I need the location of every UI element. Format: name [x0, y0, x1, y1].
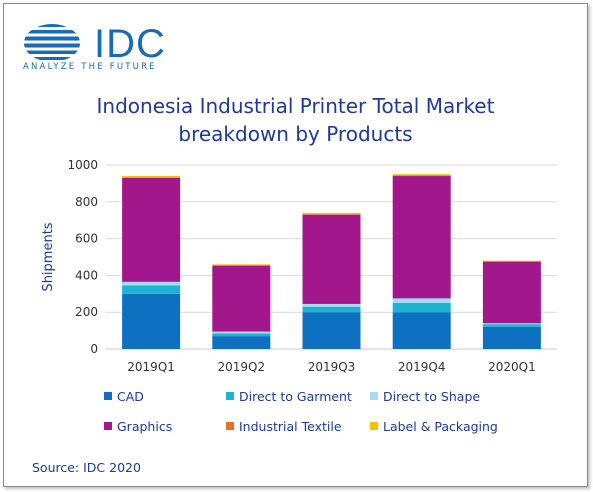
chart-frame: IDC ANALYZE THE FUTURE Indonesia Industr…: [3, 3, 588, 487]
legend-label: Label & Packaging: [383, 419, 498, 434]
y-tick-label: 400: [75, 268, 98, 282]
bar-segment: [302, 212, 361, 215]
legend-label: Graphics: [117, 419, 172, 434]
legend-label: Direct to Garment: [239, 389, 352, 404]
bar-segment: [482, 323, 541, 325]
bar-segment: [482, 260, 541, 262]
y-tick-label: 0: [90, 342, 98, 356]
legend-label: Direct to Shape: [383, 389, 480, 404]
bar-segment: [212, 333, 271, 337]
bar-segment: [122, 176, 181, 178]
bar-segment: [482, 326, 541, 349]
bar-segment: [392, 176, 451, 299]
bar-segment: [302, 303, 361, 307]
bar-segment: [212, 265, 271, 332]
chart-title-line-2: breakdown by Products: [178, 122, 413, 146]
bar-segment: [392, 303, 451, 313]
x-tick-label: 2019Q1: [127, 360, 175, 374]
bar-segment: [392, 298, 451, 303]
bar-segment: [122, 281, 181, 286]
bar-segment: [122, 177, 181, 282]
bar-segment: [122, 177, 181, 178]
chart-title-line-1: Indonesia Industrial Printer Total Marke…: [96, 94, 495, 118]
legend-swatch: [226, 422, 234, 430]
legend-swatch: [226, 392, 234, 400]
source-note: Source: IDC 2020: [32, 460, 141, 475]
x-tick-label: 2019Q3: [308, 360, 356, 374]
stacked-bar-chart: 0 200 400 600 800 1000 Shipments 2019Q1 2019Q2 20…: [41, 158, 557, 434]
bar-segment: [122, 285, 181, 294]
bar-segment: [482, 324, 541, 327]
y-tick-label: 800: [75, 195, 98, 209]
idc-logo: IDC ANALYZE THE FUTURE: [22, 22, 172, 72]
bar-segment: [392, 312, 451, 349]
bar-segment: [302, 214, 361, 215]
x-tick-label: 2019Q2: [217, 360, 265, 374]
bar-segment: [392, 175, 451, 177]
bar-segment: [302, 214, 361, 304]
bar-segment: [212, 264, 271, 266]
idc-globe-icon: [24, 24, 80, 60]
legend-swatch: [104, 422, 112, 430]
legend-label: Industrial Textile: [239, 419, 342, 434]
x-tick-label: 2020Q1: [488, 360, 536, 374]
bar-segment: [212, 336, 271, 349]
legend-swatch: [104, 392, 112, 400]
chart-title: Indonesia Industrial Printer Total Marke…: [4, 92, 587, 148]
bar-segment: [212, 331, 271, 334]
y-tick-label: 1000: [67, 158, 98, 172]
y-axis-label: Shipments: [41, 222, 56, 291]
idc-tagline: ANALYZE THE FUTURE: [23, 62, 157, 72]
bar-segment: [392, 174, 451, 176]
bar-segment: [122, 293, 181, 349]
bar-segment: [302, 306, 361, 313]
y-tick-label: 200: [75, 305, 98, 319]
idc-wordmark: IDC: [94, 22, 166, 66]
bar-segment: [212, 265, 271, 266]
legend-swatch: [370, 392, 378, 400]
y-tick-label: 600: [75, 232, 98, 246]
bar-segment: [302, 312, 361, 349]
legend-swatch: [370, 422, 378, 430]
legend-label: CAD: [117, 389, 144, 404]
bar-segment: [482, 261, 541, 324]
x-tick-label: 2019Q4: [398, 360, 446, 374]
